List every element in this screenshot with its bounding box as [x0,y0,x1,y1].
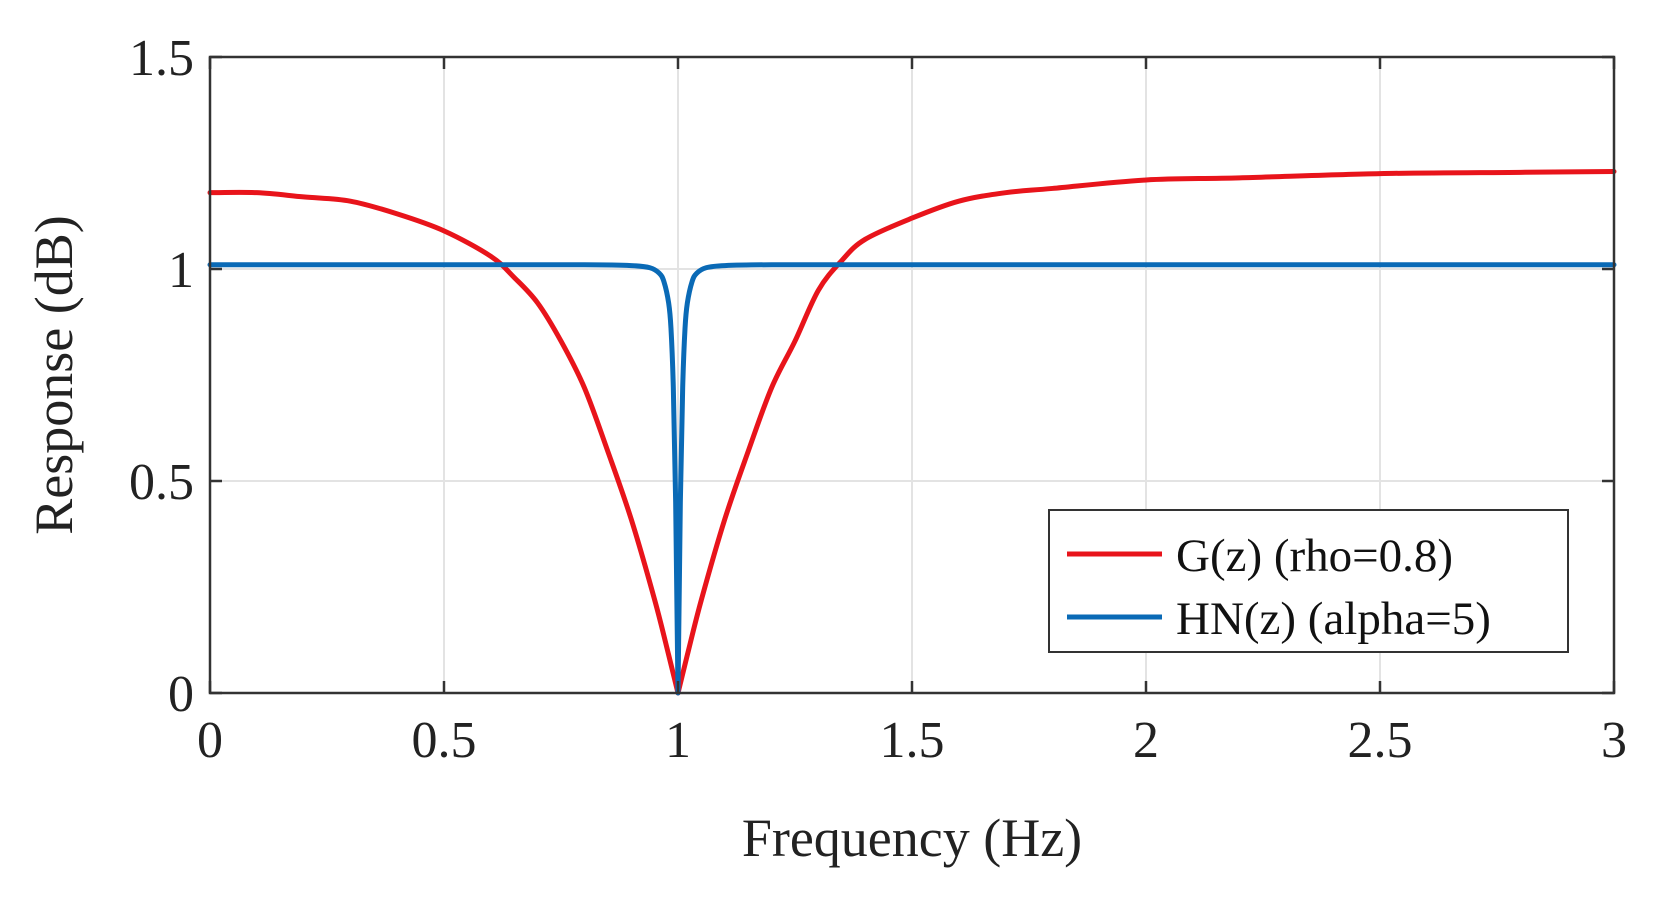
x-tick-label: 1.5 [880,712,945,769]
y-tick-label: 1.5 [129,30,194,87]
x-tick-label: 0 [197,712,223,769]
y-axis-title: Response (dB) [24,215,84,534]
x-tick-label: 1 [665,712,691,769]
legend-label-g: G(z) (rho=0.8) [1176,530,1453,582]
series-line-0 [207,168,1617,696]
x-tick-label: 2 [1133,712,1159,769]
y-tick-label: 1 [168,242,194,299]
legend: G(z) (rho=0.8) HN(z) (alpha=5) [1048,509,1569,653]
x-tick-label: 3 [1601,712,1627,769]
series-lines [207,168,1617,696]
x-tick-label: 2.5 [1348,712,1413,769]
legend-label-hn: HN(z) (alpha=5) [1176,593,1491,645]
series-line-1 [207,262,1617,696]
x-axis-title: Frequency (Hz) [742,808,1082,868]
axis-ticks: 0 0.5 1 1.5 2 2.5 3 0 0.5 1 1.5 [129,30,1627,769]
x-tick-label: 0.5 [412,712,477,769]
y-tick-label: 0 [168,666,194,723]
y-tick-label: 0.5 [129,454,194,511]
legend-box [1048,509,1569,653]
